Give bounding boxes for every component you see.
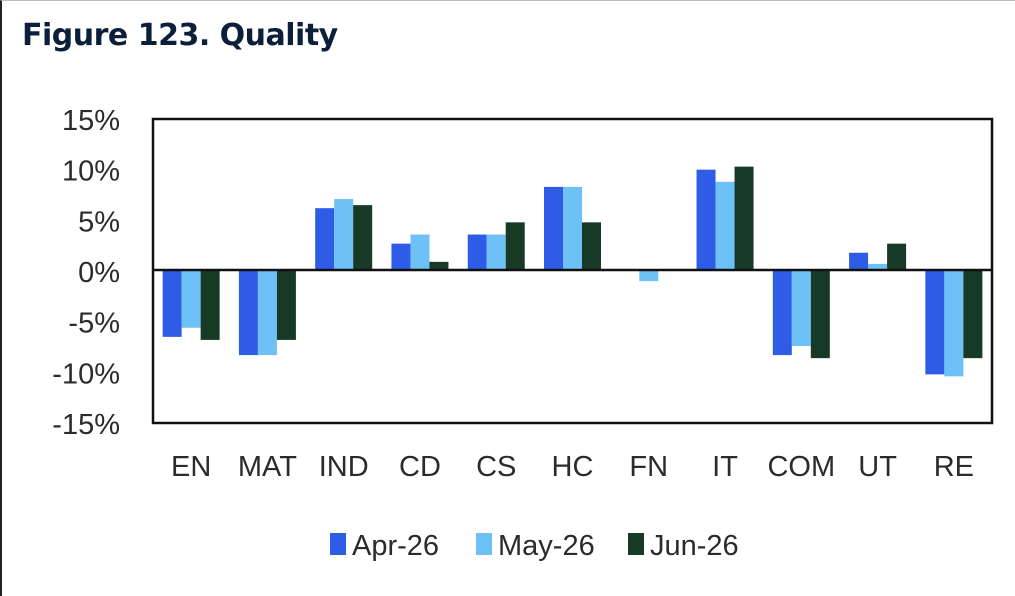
y-tick-label: 0% xyxy=(78,257,120,289)
legend-item: Apr-26 xyxy=(330,530,439,562)
y-tick-label: 10% xyxy=(62,156,120,188)
x-tick-label: UT xyxy=(858,451,897,483)
figure-title: Figure 123. Quality xyxy=(22,18,338,53)
x-tick-label: IND xyxy=(319,451,369,483)
bar-ut-jun-26 xyxy=(887,243,907,271)
bar-hc-may-26 xyxy=(563,186,582,271)
x-tick-label: COM xyxy=(767,451,835,483)
x-tick-label: IT xyxy=(712,451,738,483)
bar-it-apr-26 xyxy=(696,169,716,271)
bar-cs-jun-26 xyxy=(505,222,525,271)
x-tick-label: HC xyxy=(552,451,594,483)
bar-cs-apr-26 xyxy=(467,234,487,271)
bar-hc-apr-26 xyxy=(544,186,563,271)
bar-com-jun-26 xyxy=(810,271,830,359)
x-tick-label: CS xyxy=(476,451,516,483)
bar-mat-may-26 xyxy=(257,271,277,356)
x-tick-label: MAT xyxy=(238,451,297,483)
bar-cd-may-26 xyxy=(410,234,430,271)
y-tick-label: -10% xyxy=(52,358,120,390)
bar-ut-apr-26 xyxy=(849,252,869,271)
bar-re-may-26 xyxy=(944,271,964,377)
bar-en-jun-26 xyxy=(200,271,220,340)
legend-swatch xyxy=(476,533,492,555)
x-axis-ticks: EN MAT IND CD CS HC FN IT COM UT RE xyxy=(171,451,974,483)
bar-ind-may-26 xyxy=(334,199,354,271)
bar-fn-may-26 xyxy=(639,271,659,282)
bar-en-apr-26 xyxy=(162,271,182,337)
legend-swatch xyxy=(330,533,346,555)
bar-group xyxy=(162,166,983,377)
bar-re-jun-26 xyxy=(963,271,983,359)
y-tick-label: -15% xyxy=(52,409,120,441)
bar-it-jun-26 xyxy=(734,166,754,271)
legend-label: May-26 xyxy=(498,530,595,562)
bar-ind-jun-26 xyxy=(353,205,373,271)
legend-item: Jun-26 xyxy=(628,530,739,562)
bar-ut-may-26 xyxy=(868,263,888,271)
bar-cs-may-26 xyxy=(486,234,506,271)
legend-label: Jun-26 xyxy=(650,530,739,562)
bar-cd-jun-26 xyxy=(429,261,449,271)
legend-item: May-26 xyxy=(476,530,595,562)
x-tick-label: CD xyxy=(399,451,441,483)
x-tick-label: FN xyxy=(629,451,668,483)
y-tick-label: 15% xyxy=(62,105,120,137)
bar-com-may-26 xyxy=(791,271,811,346)
bar-it-may-26 xyxy=(715,181,735,271)
bar-cd-apr-26 xyxy=(391,243,411,271)
bar-en-may-26 xyxy=(181,271,201,328)
legend-label: Apr-26 xyxy=(352,530,439,562)
x-tick-label: RE xyxy=(934,451,974,483)
y-axis-ticks: 15% 10% 5% 0% -5% -10% -15% xyxy=(52,105,120,441)
legend-swatch xyxy=(628,533,644,555)
bar-ind-apr-26 xyxy=(315,208,335,271)
y-tick-label: 5% xyxy=(78,206,120,238)
x-tick-label: EN xyxy=(171,451,211,483)
bar-com-apr-26 xyxy=(772,271,792,356)
bar-hc-jun-26 xyxy=(582,222,601,271)
y-tick-label: -5% xyxy=(68,308,120,340)
legend: Apr-26 May-26 Jun-26 xyxy=(330,530,739,562)
bar-re-apr-26 xyxy=(925,271,945,375)
bar-mat-apr-26 xyxy=(238,271,258,356)
bar-mat-jun-26 xyxy=(276,271,296,340)
